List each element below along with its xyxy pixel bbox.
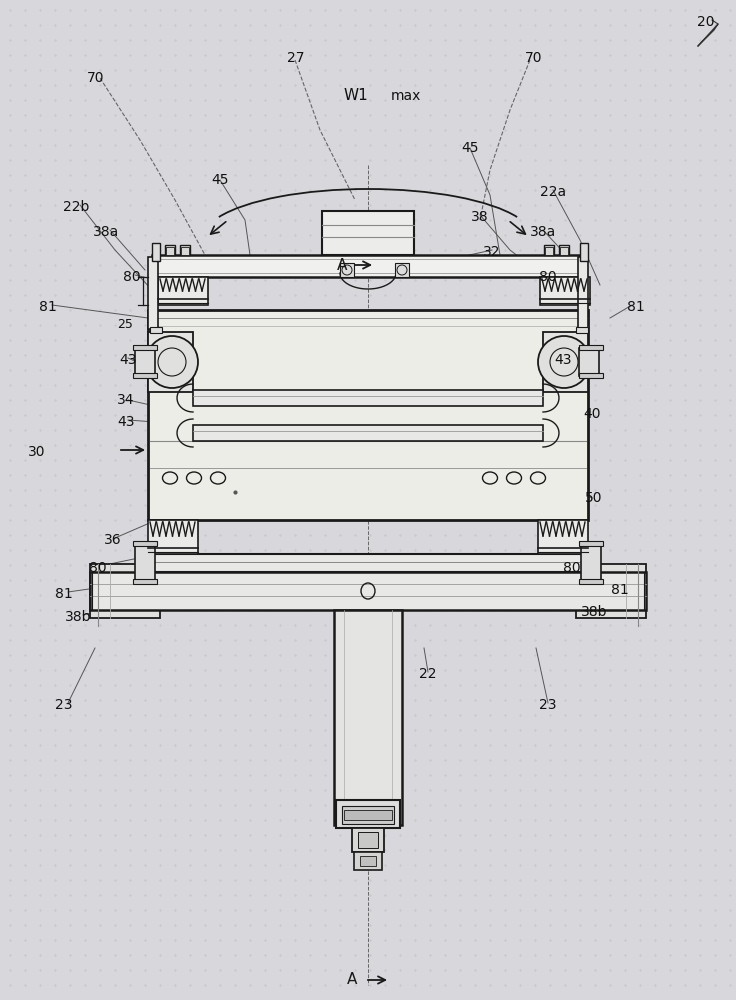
Bar bbox=[545, 247, 553, 255]
Bar bbox=[148, 310, 588, 520]
Text: 22a: 22a bbox=[540, 185, 566, 199]
Bar bbox=[576, 564, 646, 618]
Bar bbox=[580, 243, 588, 261]
Text: 38b: 38b bbox=[581, 605, 607, 619]
Text: 80: 80 bbox=[89, 561, 107, 575]
Bar bbox=[193, 425, 543, 441]
Bar bbox=[543, 332, 588, 392]
Bar bbox=[579, 579, 603, 584]
Bar bbox=[579, 373, 603, 378]
Bar bbox=[152, 255, 584, 277]
Bar bbox=[360, 856, 376, 866]
Bar bbox=[152, 243, 160, 261]
Bar bbox=[344, 810, 392, 820]
Text: 40: 40 bbox=[583, 407, 601, 421]
Bar bbox=[166, 247, 174, 255]
Text: A: A bbox=[337, 257, 347, 272]
Circle shape bbox=[538, 336, 590, 388]
Text: 23: 23 bbox=[55, 698, 73, 712]
Text: 81: 81 bbox=[627, 300, 645, 314]
Text: 38a: 38a bbox=[93, 225, 119, 239]
Bar bbox=[576, 327, 588, 333]
Text: 80: 80 bbox=[539, 270, 557, 284]
Text: 81: 81 bbox=[39, 300, 57, 314]
Text: 43: 43 bbox=[119, 353, 137, 367]
Bar bbox=[148, 332, 193, 392]
Text: 70: 70 bbox=[88, 71, 105, 85]
Text: 32: 32 bbox=[484, 245, 500, 259]
Polygon shape bbox=[698, 24, 718, 46]
Text: 22: 22 bbox=[420, 667, 436, 681]
Bar bbox=[354, 852, 382, 870]
Text: 30: 30 bbox=[28, 445, 46, 459]
Bar bbox=[334, 610, 402, 825]
Text: W1: W1 bbox=[344, 89, 369, 104]
Bar bbox=[342, 806, 394, 824]
Text: 23: 23 bbox=[539, 698, 556, 712]
Bar bbox=[322, 211, 414, 255]
Bar bbox=[395, 263, 409, 277]
Text: 22b: 22b bbox=[63, 200, 89, 214]
Text: 50: 50 bbox=[585, 491, 603, 505]
Bar bbox=[358, 832, 378, 848]
Text: 80: 80 bbox=[123, 270, 141, 284]
Text: 25: 25 bbox=[117, 318, 133, 332]
Text: 43: 43 bbox=[117, 415, 135, 429]
Text: 36: 36 bbox=[105, 533, 122, 547]
Bar bbox=[340, 263, 354, 277]
Bar bbox=[135, 348, 155, 376]
Text: 70: 70 bbox=[526, 51, 542, 65]
Bar bbox=[133, 579, 157, 584]
Bar bbox=[133, 345, 157, 350]
Text: 27: 27 bbox=[287, 51, 305, 65]
Bar bbox=[158, 277, 208, 305]
Bar bbox=[540, 277, 590, 305]
Bar bbox=[559, 245, 569, 255]
Bar bbox=[352, 828, 384, 852]
Text: 80: 80 bbox=[563, 561, 581, 575]
Bar bbox=[150, 327, 162, 333]
Bar bbox=[148, 520, 198, 554]
Bar bbox=[135, 544, 155, 582]
Bar bbox=[538, 520, 588, 554]
Bar bbox=[90, 572, 646, 610]
Text: 34: 34 bbox=[117, 393, 135, 407]
Circle shape bbox=[146, 336, 198, 388]
Bar bbox=[165, 245, 175, 255]
Text: A: A bbox=[347, 972, 357, 988]
Text: 38b: 38b bbox=[65, 610, 91, 624]
Bar bbox=[544, 245, 554, 255]
Bar bbox=[148, 554, 588, 572]
Bar bbox=[133, 373, 157, 378]
Bar bbox=[578, 257, 588, 329]
Bar bbox=[336, 800, 400, 828]
Text: 38: 38 bbox=[471, 210, 489, 224]
Bar bbox=[181, 247, 189, 255]
Text: 81: 81 bbox=[611, 583, 629, 597]
Text: 38a: 38a bbox=[530, 225, 556, 239]
Bar bbox=[133, 541, 157, 546]
Text: 43: 43 bbox=[554, 353, 572, 367]
Bar bbox=[579, 348, 599, 376]
Bar bbox=[560, 247, 568, 255]
Bar bbox=[180, 245, 190, 255]
Text: 45: 45 bbox=[461, 141, 478, 155]
Bar bbox=[581, 544, 601, 582]
Bar bbox=[579, 541, 603, 546]
Bar bbox=[579, 345, 603, 350]
Text: 20: 20 bbox=[697, 15, 715, 29]
Bar bbox=[90, 564, 160, 618]
Text: max: max bbox=[391, 89, 421, 103]
Text: 81: 81 bbox=[55, 587, 73, 601]
Bar bbox=[193, 390, 543, 406]
Text: 45: 45 bbox=[211, 173, 229, 187]
Bar bbox=[148, 257, 158, 329]
